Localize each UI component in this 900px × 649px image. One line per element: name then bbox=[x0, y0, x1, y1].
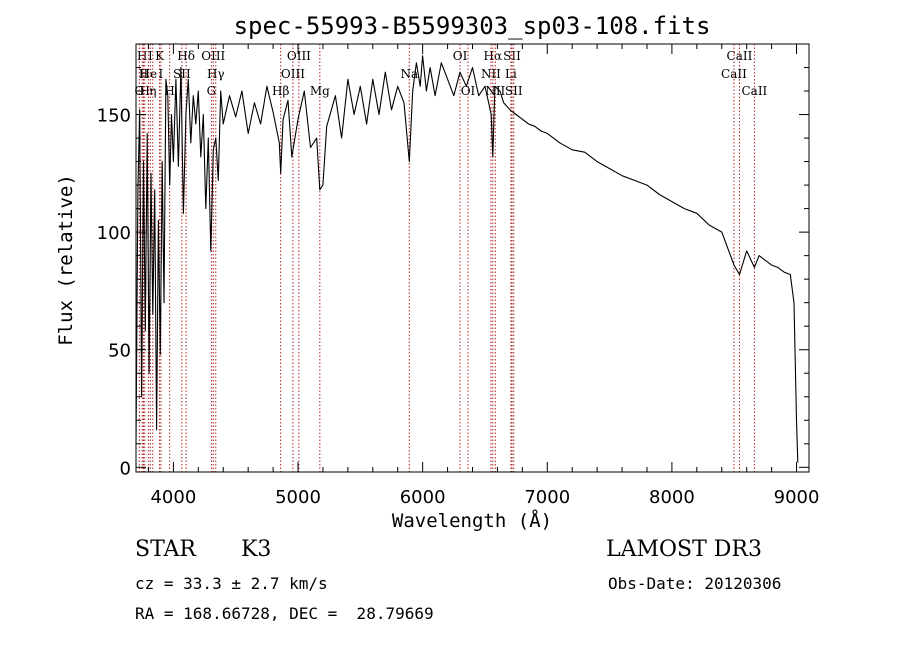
line-label-23: NII bbox=[481, 67, 501, 81]
y-tick-label-50: 50 bbox=[108, 341, 131, 362]
line-label-14: G bbox=[207, 84, 217, 98]
x-tick-label-6000: 6000 bbox=[400, 487, 446, 508]
x-tick-label-7000: 7000 bbox=[524, 487, 570, 508]
object-subclass: K3 bbox=[241, 537, 272, 562]
redshift-readout: cz = 33.3 ± 2.7 km/s bbox=[135, 574, 328, 593]
line-label-21: OI bbox=[461, 84, 476, 98]
x-axis-label: Wavelength (Å) bbox=[392, 509, 552, 532]
line-label-20: OI bbox=[453, 49, 468, 63]
y-tick-label-150: 150 bbox=[97, 106, 131, 127]
coordinates-readout: RA = 168.66728, DEC = 28.79669 bbox=[135, 604, 434, 623]
line-label-22: Hα bbox=[484, 49, 503, 63]
spectrum-series bbox=[135, 55, 799, 463]
x-tick-label-5000: 5000 bbox=[275, 487, 321, 508]
line-label-12: OIII bbox=[201, 49, 225, 63]
line-label-10: SII bbox=[173, 67, 191, 81]
line-label-28: CaII bbox=[727, 49, 753, 63]
object-class: STAR bbox=[135, 537, 196, 562]
spectrum-line-0 bbox=[135, 55, 799, 463]
x-tick-label-4000: 4000 bbox=[150, 487, 196, 508]
line-label-13: Hγ bbox=[207, 67, 225, 81]
line-label-8: I bbox=[159, 67, 164, 81]
line-label-11: Hδ bbox=[177, 49, 195, 63]
line-label-4: He bbox=[140, 67, 158, 81]
line-label-16: OIII bbox=[287, 49, 311, 63]
observation-date: Obs-Date: 20120306 bbox=[608, 574, 782, 593]
line-label-15: Hβ bbox=[272, 84, 289, 98]
line-label-17: OIII bbox=[281, 67, 305, 81]
y-axis-label: Flux (relative) bbox=[55, 174, 77, 346]
x-tick-label-9000: 9000 bbox=[774, 487, 820, 508]
line-label-6: η bbox=[149, 84, 156, 98]
axis-ticks: 4000 5000 6000 7000 8000 9000 0 50 100 150 bbox=[97, 44, 820, 508]
line-label-1: H bbox=[137, 49, 147, 63]
y-tick-label-0: 0 bbox=[120, 458, 131, 479]
line-label-2: II bbox=[139, 67, 149, 81]
line-label-18: Mg bbox=[310, 84, 330, 98]
y-tick-label-100: 100 bbox=[97, 223, 131, 244]
line-label-30: CaII bbox=[741, 84, 767, 98]
x-tick-label-8000: 8000 bbox=[649, 487, 695, 508]
survey-name: LAMOST DR3 bbox=[606, 537, 762, 562]
line-label-26: Li bbox=[505, 67, 517, 81]
line-label-3: H bbox=[139, 84, 149, 98]
line-label-9: H bbox=[164, 84, 174, 98]
line-label-5: I bbox=[148, 49, 153, 63]
line-label-25: SII bbox=[503, 49, 521, 63]
line-label-7: K bbox=[155, 49, 165, 63]
line-label-27: SII bbox=[505, 84, 523, 98]
chart-title: spec-55993-B5599303_sp03-108.fits bbox=[234, 12, 711, 40]
line-label-29: CaII bbox=[721, 67, 747, 81]
line-label-19: Na bbox=[400, 67, 418, 81]
plot-frame bbox=[135, 43, 810, 473]
